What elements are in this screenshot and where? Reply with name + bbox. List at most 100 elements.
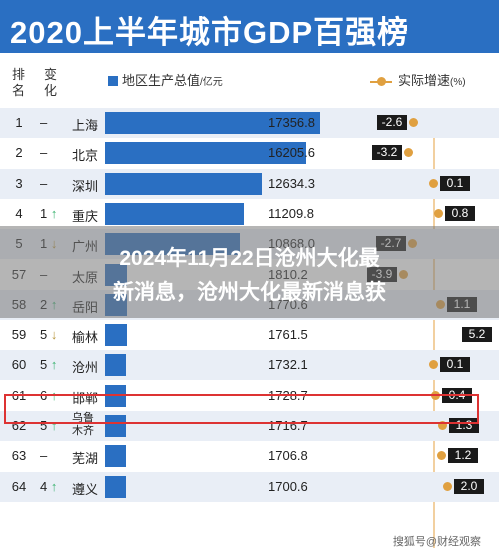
change-value: 5 [40, 327, 48, 342]
growth-label: 1.3 [449, 418, 479, 433]
change-header-top: 变 [44, 67, 58, 82]
growth-point [409, 118, 418, 127]
growth-point [443, 482, 452, 491]
growth-legend: 实际增速(%) [398, 73, 466, 91]
growth-label: 0.8 [445, 206, 475, 221]
table-row: 2 – 北京 16205.6 -3.2 [0, 138, 499, 168]
growth-trend-line [433, 118, 435, 548]
arrow-down-icon: ↓ [47, 327, 58, 342]
city-cell: 沧州 [72, 360, 99, 375]
growth-point [438, 421, 447, 430]
gdp-bar [105, 476, 126, 498]
overlay-line-1: 2024年11月22日沧州大化最 [119, 247, 380, 270]
gdp-bar [105, 203, 244, 225]
gdp-value: 1706.8 [268, 448, 308, 463]
gdp-bar [105, 324, 127, 346]
city-cell: 遵义 [72, 482, 99, 497]
gdp-value: 11209.8 [268, 206, 315, 221]
title-banner: 2020上半年城市GDP百强榜 [0, 0, 499, 53]
change-value: – [40, 176, 48, 191]
cangzhou-highlight [4, 394, 479, 424]
growth-legend-dot [377, 77, 386, 86]
table-row: 60 5 ↑ 沧州 1732.1 0.1 [0, 350, 499, 380]
rank-cell: 59 [11, 327, 27, 342]
city-cell: 乌鲁木齐 [72, 412, 94, 437]
overlay-line-2: 新消息，沧州大化最新消息获 [113, 281, 386, 304]
change-value: 5 [40, 418, 48, 433]
table-row: 4 1 ↑ 重庆 11209.8 0.8 [0, 199, 499, 229]
change-value: 5 [40, 357, 48, 372]
gdp-legend-swatch [108, 76, 118, 86]
change-value: 4 [40, 479, 48, 494]
change-value: 1 [40, 206, 48, 221]
growth-label: 0.1 [440, 176, 470, 191]
growth-point [429, 179, 438, 188]
gdp-value: 1732.1 [268, 357, 308, 372]
table-row: 59 5 ↓ 榆林 1761.5 5.2 [0, 320, 499, 350]
rank-header-top: 排 [12, 67, 26, 82]
change-header-bottom: 化 [44, 83, 58, 98]
change-cell: 5 ↓ [40, 327, 70, 342]
gdp-value: 12634.3 [268, 176, 315, 191]
change-cell: 5 ↑ [40, 418, 70, 433]
rank-cell: 2 [15, 145, 23, 160]
growth-point [434, 209, 443, 218]
rank-cell: 62 [11, 418, 27, 433]
rank-header-bottom: 名 [12, 83, 26, 98]
change-value: – [40, 448, 48, 463]
change-cell: 5 ↑ [40, 357, 70, 372]
watermark: 搜狐号@财经观察 [392, 536, 481, 548]
gdp-legend-label: 地区生产总值 [122, 73, 201, 88]
gdp-value: 17356.8 [268, 115, 315, 130]
arrow-up-icon: ↑ [47, 206, 58, 221]
growth-label: 0.1 [440, 357, 470, 372]
change-value: – [40, 115, 48, 130]
arrow-up-icon: ↑ [47, 357, 58, 372]
change-header: 变 化 [44, 67, 57, 99]
table-row: 64 4 ↑ 遵义 1700.6 2.0 [0, 472, 499, 502]
city-cell: 榆林 [72, 330, 99, 345]
growth-legend-unit: (%) [450, 77, 466, 88]
page-title: 2020上半年城市GDP百强榜 [10, 15, 410, 50]
change-cell: – [40, 176, 70, 191]
city-cell: 芜湖 [72, 451, 99, 466]
gdp-value: 1716.7 [268, 418, 308, 433]
growth-point [404, 148, 413, 157]
gdp-bar [105, 445, 126, 467]
rank-cell: 64 [11, 479, 27, 494]
growth-label: -3.2 [372, 145, 402, 160]
growth-label: -2.6 [377, 115, 407, 130]
rank-cell: 60 [11, 357, 27, 372]
gdp-value: 1700.6 [268, 479, 308, 494]
gdp-bar [105, 112, 320, 134]
rank-cell: 1 [15, 115, 23, 130]
rank-cell: 63 [11, 448, 27, 463]
city-cell: 深圳 [72, 179, 99, 194]
gdp-bar [105, 173, 262, 195]
city-cell: 上海 [72, 118, 99, 133]
gdp-value: 1761.5 [268, 327, 308, 342]
change-cell: – [40, 145, 70, 160]
rank-cell: 4 [15, 206, 23, 221]
article-title-overlay: 2024年11月22日沧州大化最 新消息，沧州大化最新消息获 [0, 226, 499, 318]
table-row: 62 5 ↑ 乌鲁木齐 1716.7 1.3 [0, 411, 499, 441]
growth-label: 5.2 [462, 327, 492, 342]
growth-label: 2.0 [454, 479, 484, 494]
change-cell: – [40, 448, 70, 463]
gdp-bar [105, 354, 126, 376]
arrow-up-icon: ↑ [47, 479, 58, 494]
growth-point [429, 360, 438, 369]
growth-point [437, 451, 446, 460]
change-value: – [40, 145, 48, 160]
change-cell: 4 ↑ [40, 479, 70, 494]
city-cell: 重庆 [72, 209, 99, 224]
city-cell: 北京 [72, 148, 99, 163]
table-row: 3 – 深圳 12634.3 0.1 [0, 169, 499, 199]
rank-cell: 3 [15, 176, 23, 191]
table-row: 1 – 上海 17356.8 -2.6 [0, 108, 499, 138]
rank-header: 排 名 [12, 67, 25, 99]
gdp-bar [105, 142, 306, 164]
table-row: 63– 芜湖 1706.8 1.2 [0, 441, 499, 471]
change-cell: – [40, 115, 70, 130]
growth-label: 1.2 [448, 448, 478, 463]
